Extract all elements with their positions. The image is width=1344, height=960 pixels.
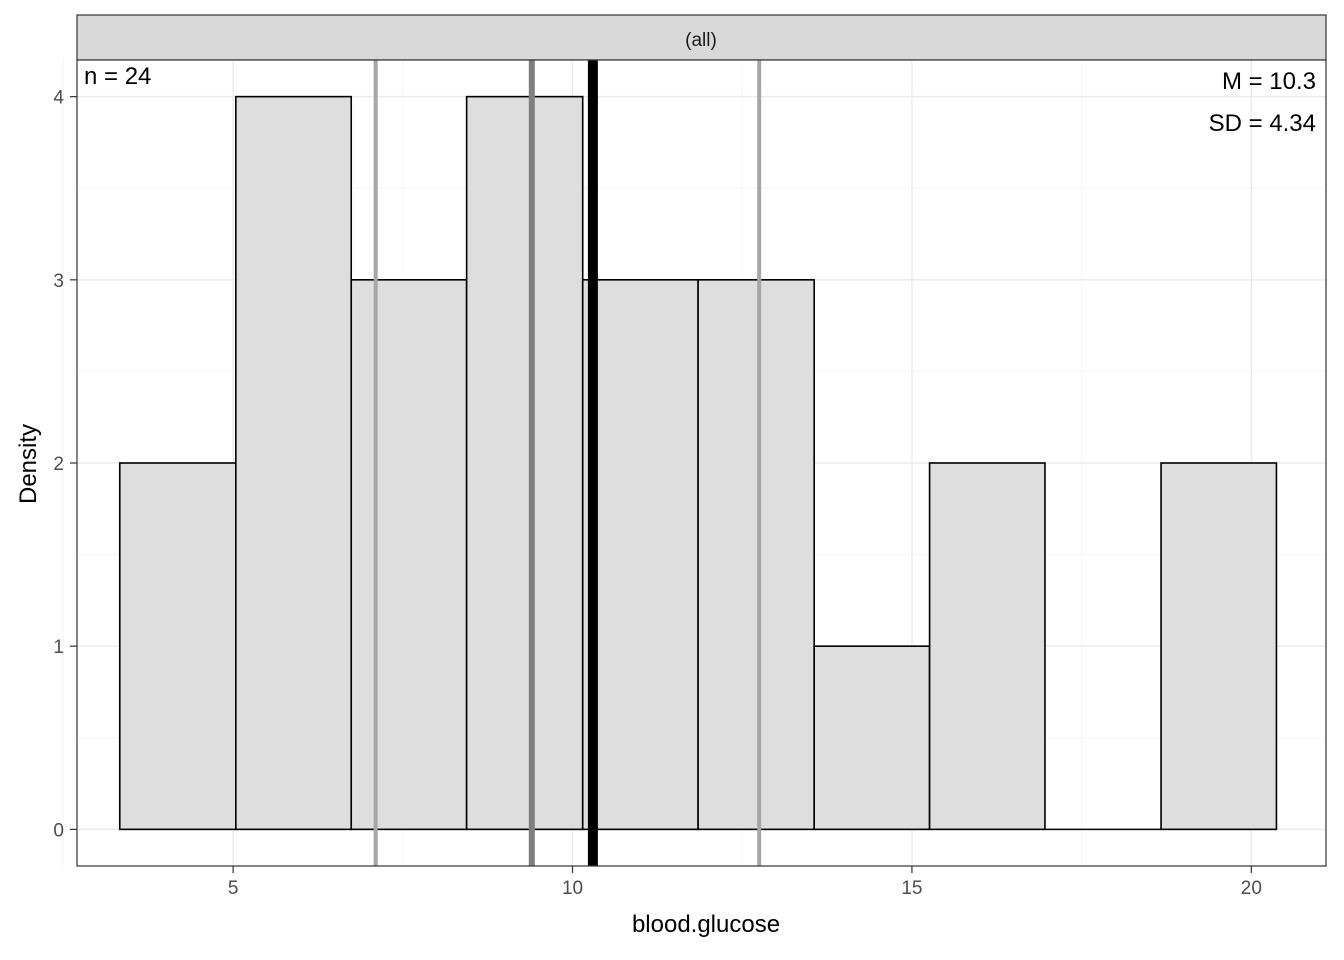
y-tick-label: 4 [53,88,64,109]
histogram-bar [928,462,1046,831]
x-axis-title: blood.glucose [632,911,780,938]
facet-strip [76,14,1327,61]
histogram-bar [350,279,468,831]
histogram-bar [1160,462,1278,831]
y-tick-label: 0 [53,820,64,841]
x-tick-label: 10 [562,878,583,899]
histogram-bar [465,95,584,831]
histogram-bar [118,462,237,831]
annotation-mean: M = 10.3 [1222,68,1316,95]
x-tick-label: 20 [1241,878,1262,899]
y-tick-label: 3 [53,271,64,292]
reference-lines [373,60,762,866]
histogram-bar [813,645,931,831]
x-axis: 5 10 15 20 [228,866,1262,899]
y-axis-title: Density [15,424,42,504]
y-axis: 0 1 2 3 4 [53,88,77,841]
facet-strip-label: (all) [685,30,717,51]
histogram-bar [581,279,699,831]
histogram-bar [697,279,815,831]
annotation-sd: SD = 4.34 [1209,110,1316,137]
histogram-bars [118,95,1278,831]
x-tick-label: 5 [228,878,239,899]
histogram-bar [235,95,353,831]
y-tick-label: 1 [53,637,64,658]
y-tick-label: 2 [53,454,64,475]
annotation-n: n = 24 [84,63,151,90]
x-tick-label: 15 [901,878,922,899]
